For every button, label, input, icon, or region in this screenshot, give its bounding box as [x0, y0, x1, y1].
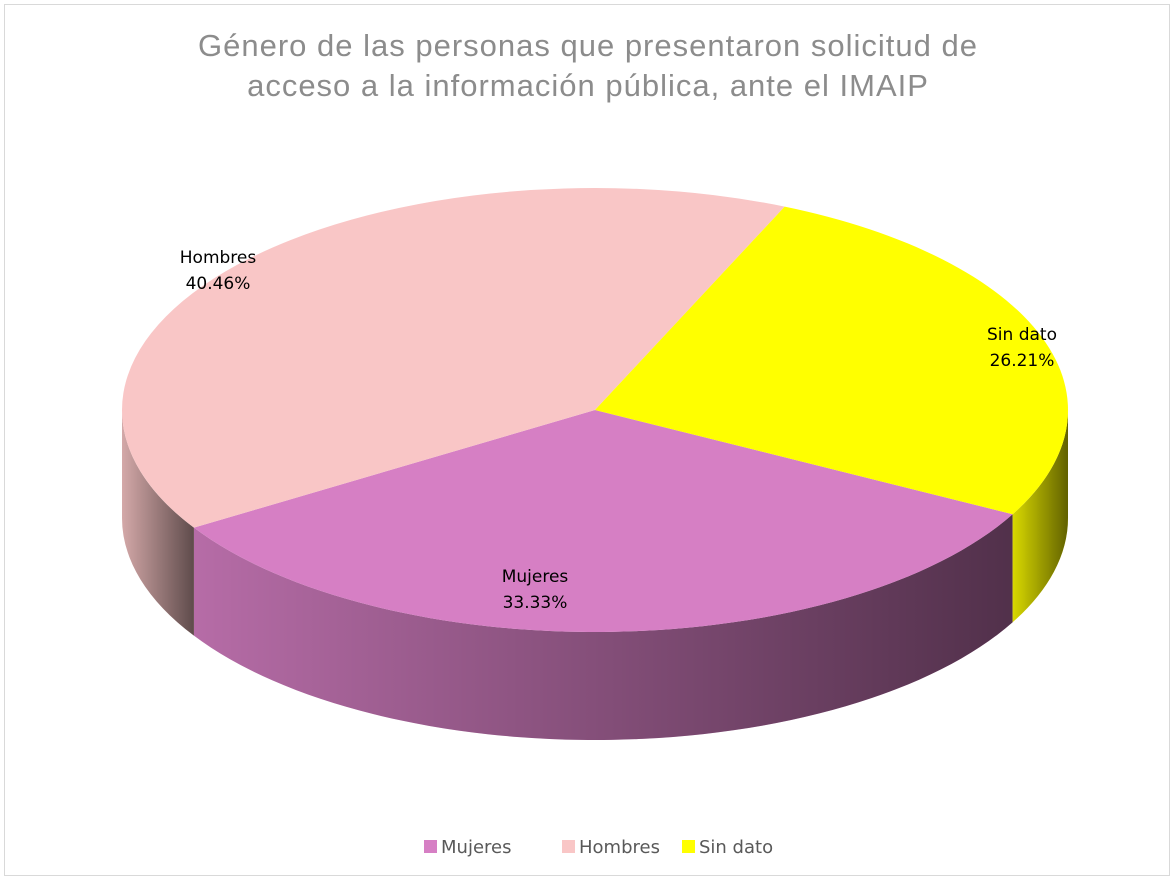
chart-frame [4, 4, 1170, 876]
legend-swatch [682, 840, 695, 853]
data-label-value: 33.33% [503, 593, 568, 613]
legend-swatch [562, 840, 575, 853]
pie-side-shade [193, 514, 1013, 741]
legend-label: Hombres [579, 837, 660, 858]
pie-side-shade [122, 410, 194, 636]
chart-title: Género de las personas que presentaron s… [198, 28, 978, 103]
legend-label: Mujeres [441, 837, 511, 858]
data-label-value: 26.21% [990, 351, 1055, 371]
legend-label: Sin dato [699, 837, 773, 858]
data-label-value: 40.46% [186, 274, 251, 294]
pie-slice [595, 206, 1068, 515]
data-label-name: Hombres [180, 248, 257, 268]
data-label-name: Sin dato [987, 325, 1057, 345]
data-label-name: Mujeres [502, 567, 569, 587]
pie-slice [193, 410, 1013, 632]
pie-slice [121, 188, 785, 528]
pie-side-shade [1012, 410, 1068, 623]
legend-swatch [424, 840, 437, 853]
